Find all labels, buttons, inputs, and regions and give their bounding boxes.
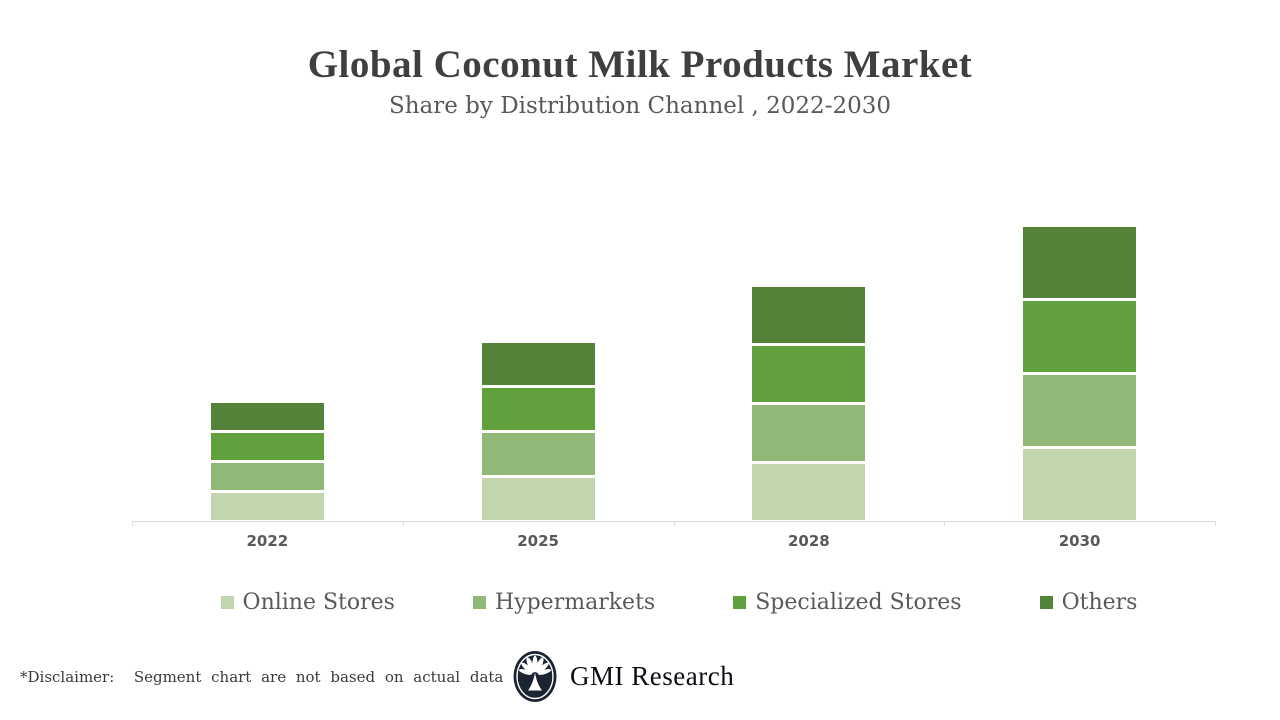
legend-label-hypermarkets: Hypermarkets — [494, 590, 656, 615]
bar-segment-hypermarkets-2022 — [210, 463, 324, 490]
legend-item-others: Others — [1039, 590, 1138, 615]
legend-label-online-stores: Online Stores — [242, 590, 395, 615]
bar-segment-hypermarkets-2028 — [752, 405, 866, 461]
chart-legend: Online Stores Hypermarkets Specialized S… — [0, 590, 1280, 615]
x-axis-tick — [1215, 521, 1216, 526]
legend-item-online-stores: Online Stores — [220, 590, 395, 615]
x-axis-tick — [132, 521, 133, 526]
legend-swatch-online-stores — [220, 596, 234, 609]
x-axis-label-2025: 2025 — [517, 532, 559, 550]
bar-segment-specialized-stores-2022 — [210, 433, 324, 460]
bar-segment-specialized-stores-2030 — [1023, 301, 1137, 372]
x-axis-tick — [944, 521, 946, 526]
legend-item-specialized-stores: Specialized Stores — [733, 590, 962, 615]
bar-segment-others-2028 — [752, 287, 866, 343]
page-title: Global Coconut Milk Products Market — [307, 43, 973, 86]
brand-name: GMI Research — [570, 661, 735, 691]
bar-segment-online-stores-2028 — [752, 464, 866, 520]
x-axis-label-2028: 2028 — [788, 532, 830, 550]
bar-segment-hypermarkets-2025 — [481, 433, 595, 475]
bar-segment-others-2030 — [1023, 227, 1137, 298]
legend-swatch-others — [1039, 596, 1053, 609]
x-axis-tick — [402, 521, 404, 526]
legend-label-specialized-stores: Specialized Stores — [755, 590, 962, 615]
bar-segment-others-2025 — [481, 343, 595, 385]
bar-segment-specialized-stores-2028 — [752, 346, 866, 402]
legend-swatch-specialized-stores — [733, 596, 747, 609]
x-axis-label-2030: 2030 — [1058, 532, 1101, 550]
bar-segment-others-2022 — [210, 403, 324, 430]
brand-lockup: GMI Research — [513, 650, 734, 703]
x-axis-label-2022: 2022 — [246, 532, 289, 550]
bar-segment-online-stores-2025 — [481, 478, 595, 520]
bar-segment-specialized-stores-2025 — [481, 388, 595, 430]
legend-label-others: Others — [1061, 590, 1138, 615]
bar-segment-hypermarkets-2030 — [1023, 375, 1137, 446]
page-subtitle: Share by Distribution Channel , 2022-203… — [388, 93, 891, 119]
bar-segment-online-stores-2030 — [1023, 449, 1137, 520]
disclaimer-text: *Disclaimer: Segment chart are not based… — [20, 668, 504, 686]
legend-swatch-hypermarkets — [472, 596, 486, 609]
x-axis-tick — [673, 521, 675, 526]
legend-item-hypermarkets: Hypermarkets — [472, 590, 656, 615]
bar-segment-online-stores-2022 — [210, 493, 324, 520]
gmi-fan-tree-logo-icon — [513, 651, 557, 702]
